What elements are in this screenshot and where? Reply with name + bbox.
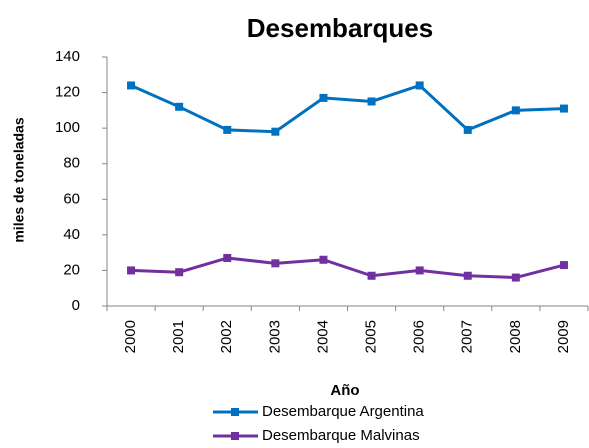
y-tick-label: 0 [72, 297, 80, 314]
x-tick-label: 2005 [363, 320, 380, 353]
point-marker [415, 266, 424, 275]
x-tick-label: 2002 [218, 320, 235, 353]
point-marker [319, 93, 328, 102]
legend-marker [231, 408, 239, 416]
point-marker [463, 125, 472, 134]
x-axis-label: Año [330, 382, 359, 399]
point-marker [559, 104, 568, 113]
x-tick-label: 2008 [507, 320, 524, 353]
y-axis-label: miles de toneladas [11, 117, 27, 242]
point-marker [367, 271, 376, 280]
point-marker [175, 268, 184, 277]
x-tick-label: 2009 [555, 320, 572, 353]
point-marker [415, 81, 424, 90]
point-marker [559, 261, 568, 270]
x-tick-label: 2003 [266, 320, 283, 353]
point-marker [463, 271, 472, 280]
chart-title: Desembarques [247, 13, 433, 43]
x-tick-label: 2006 [411, 320, 428, 353]
x-tick-label: 2001 [170, 320, 187, 353]
y-tick-label: 20 [63, 261, 80, 278]
point-marker [127, 266, 136, 275]
legend-label: Desembarque Malvinas [262, 427, 420, 444]
series-line [130, 83, 565, 134]
legend-label: Desembarque Argentina [262, 403, 424, 420]
y-tick-label: 40 [63, 226, 80, 243]
x-tick-label: 2004 [314, 320, 331, 353]
point-marker [271, 259, 280, 268]
point-marker [511, 106, 520, 115]
point-marker [271, 127, 280, 136]
point-marker [223, 253, 232, 262]
y-tick-label: 140 [55, 48, 80, 65]
point-marker [175, 102, 184, 111]
point-marker [511, 273, 520, 282]
y-tick-label: 60 [63, 190, 80, 207]
series-line [130, 256, 565, 280]
y-tick-label: 120 [55, 84, 80, 101]
point-marker [319, 255, 328, 264]
y-tick-label: 80 [63, 155, 80, 172]
legend-marker [231, 432, 239, 440]
y-tick-label: 100 [55, 119, 80, 136]
x-tick-label: 2007 [459, 320, 476, 353]
point-marker [223, 125, 232, 134]
point-marker [127, 81, 136, 90]
x-tick-label: 2000 [122, 320, 139, 353]
point-marker [367, 97, 376, 106]
